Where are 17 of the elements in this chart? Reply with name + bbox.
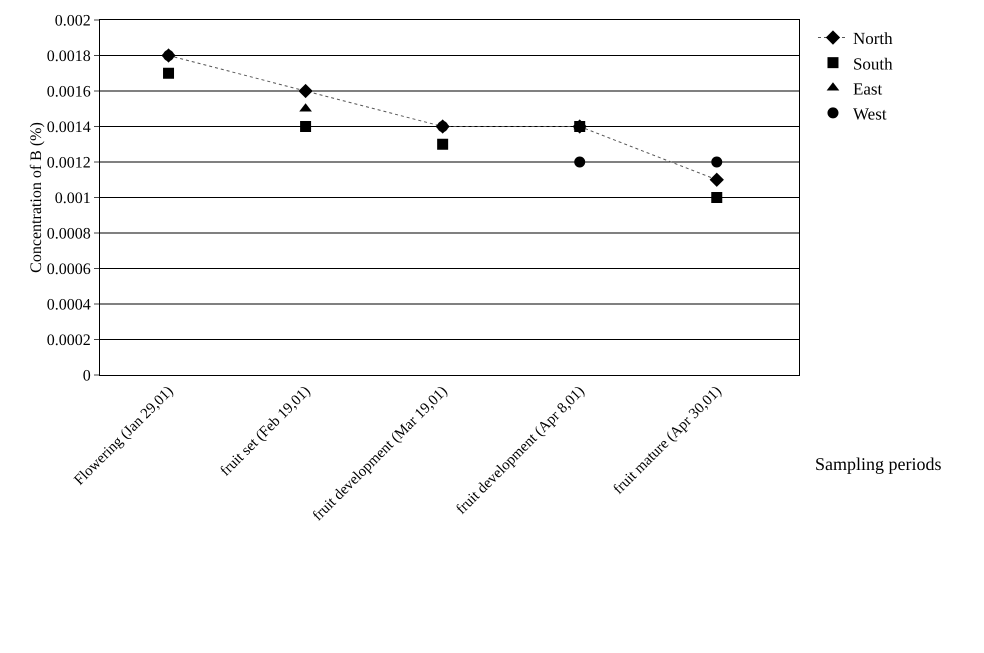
- x-axis-title: Sampling periods: [815, 454, 942, 474]
- y-tick-label: 0.0006: [46, 261, 91, 278]
- y-tick-label: 0.001: [54, 190, 91, 208]
- y-tick-label: 0.0004: [46, 296, 91, 314]
- y-tick-label: 0: [82, 368, 91, 385]
- y-tick-label: 0.0002: [46, 332, 91, 350]
- legend-label: North: [852, 29, 894, 48]
- legend-label: South: [852, 54, 894, 74]
- y-tick-label: 0.0008: [46, 226, 91, 243]
- y-axis-title: Concentration of B (%): [28, 122, 45, 273]
- y-tick-label: 0.0018: [46, 48, 91, 66]
- y-tick-label: 0.002: [54, 12, 91, 30]
- y-tick-label: 0.0012: [46, 154, 91, 172]
- legend-label: West: [852, 104, 887, 124]
- legend-label: East: [852, 79, 883, 98]
- y-tick-label: 0.0014: [46, 119, 91, 136]
- y-tick-label: 0.0016: [46, 84, 91, 101]
